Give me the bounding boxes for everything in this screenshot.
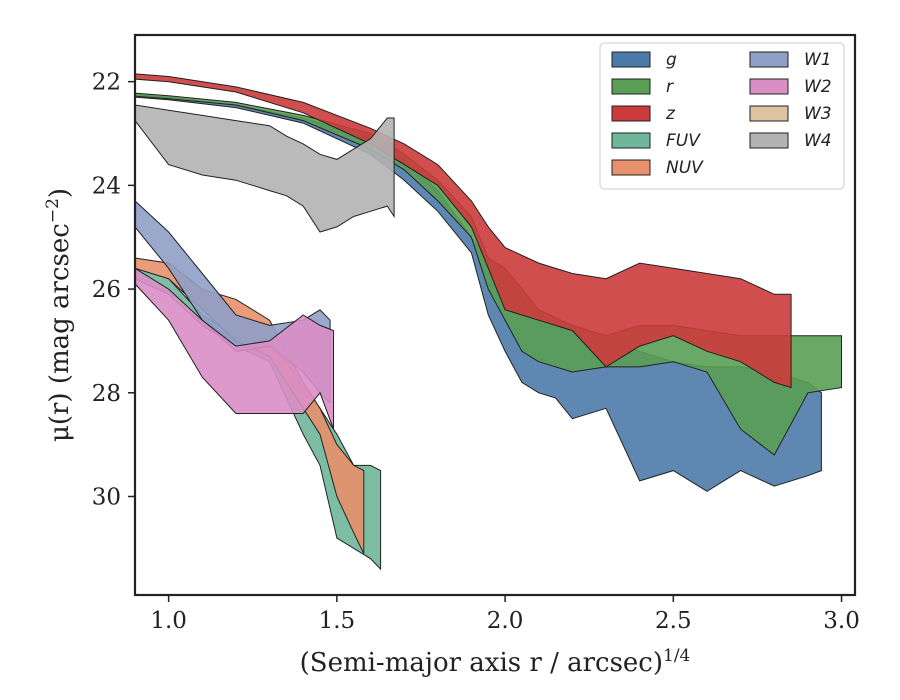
legend-label-nuv: NUV xyxy=(666,158,704,178)
legend-swatch-w2 xyxy=(749,78,789,95)
bands-layer xyxy=(134,73,842,571)
y-tick-label: 28 xyxy=(92,381,121,407)
x-tick-label: 3.0 xyxy=(823,608,860,634)
band-w2 xyxy=(134,267,334,430)
legend-label-z: z xyxy=(665,104,676,124)
legend-label-w1: W1 xyxy=(804,50,832,70)
legend-swatch-nuv xyxy=(611,159,651,176)
legend-label-w2: W2 xyxy=(804,77,832,97)
x-tick-label: 1.0 xyxy=(150,608,187,634)
y-tick-label: 26 xyxy=(92,277,121,303)
x-tick-label: 2.0 xyxy=(487,608,524,634)
x-tick-label: 1.5 xyxy=(319,608,356,634)
legend-swatch-w1 xyxy=(749,51,789,68)
plot-frame xyxy=(133,33,857,597)
legend-label-g: g xyxy=(666,50,677,70)
y-axis-label-superscript: −2 xyxy=(43,198,63,223)
legend-label-w4: W4 xyxy=(804,131,832,151)
legend-label-fuv: FUV xyxy=(666,131,701,151)
legend: grz FUV NUV W1 W2 W3 W4 xyxy=(599,42,845,190)
y-axis-label: μ(r) (mag arcsec−2) xyxy=(43,188,75,442)
x-axis-label: (Semi-major axis r / arcsec)1/4 xyxy=(300,646,691,678)
band-z xyxy=(134,73,792,389)
x-tick-label: 2.5 xyxy=(655,608,692,634)
legend-swatch-w3 xyxy=(749,105,789,122)
y-tick-label: 22 xyxy=(92,70,121,96)
legend-swatch-fuv xyxy=(611,132,651,149)
band-w4 xyxy=(134,104,395,233)
y-axis-label-close: ) xyxy=(45,188,75,198)
legend-swatch-g xyxy=(611,51,651,68)
legend-label-w3: W3 xyxy=(804,104,832,124)
y-tick-label: 30 xyxy=(92,484,121,510)
x-axis-ticks: 1.0 1.5 2.0 2.5 3.0 xyxy=(150,595,860,634)
legend-swatch-w4 xyxy=(749,132,789,149)
legend-swatch-z xyxy=(611,105,651,122)
x-axis-label-main: (Semi-major axis r / arcsec) xyxy=(300,648,663,678)
legend-label-r: r xyxy=(666,77,674,97)
y-axis-ticks: 22 24 26 28 30 xyxy=(92,70,135,510)
y-axis-label-main: μ(r) (mag arcsec xyxy=(45,223,75,442)
legend-swatch-r xyxy=(611,78,651,95)
y-tick-label: 24 xyxy=(92,173,121,199)
x-axis-label-superscript: 1/4 xyxy=(663,646,690,666)
